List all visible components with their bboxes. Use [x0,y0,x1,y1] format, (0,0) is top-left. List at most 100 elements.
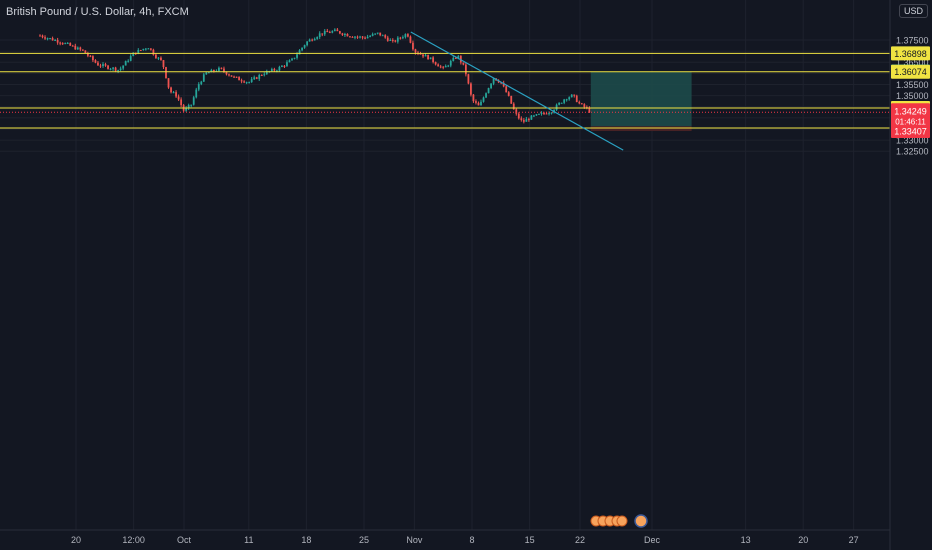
candle-body [147,48,150,50]
price-tags: 1.368981.360821.360741.344421.336181.335… [891,46,930,139]
y-tick-label: 1.36500 [896,58,929,68]
candle-body [351,36,354,38]
trendline-line[interactable] [410,31,624,151]
candle-body [197,84,200,90]
candle-body [505,86,508,93]
candle-body [288,60,291,63]
x-axis-ticks: 20 12:00 Oct 11 18 25 Nov 8 15 22 Dec 13 20 27 [71,535,859,545]
candle-body [533,115,535,117]
candle-body [94,60,97,63]
grid [0,0,890,530]
event-markers[interactable] [590,514,648,528]
candle-body [447,65,450,67]
candle-body [172,92,175,94]
candle-body [462,62,465,65]
candle-body [155,54,157,58]
candle-body [152,49,155,55]
candle-body [361,36,364,38]
candle-body [470,83,472,95]
candle-body [543,112,545,114]
candle-body [273,69,276,71]
candle-body [369,35,372,37]
candle-body [84,50,87,54]
horizontal-levels[interactable] [0,52,890,129]
candle-body [132,52,135,57]
candle-body [359,36,361,38]
candle-body [270,69,273,72]
candle-body [538,113,540,115]
candle-body [467,74,470,84]
trendline[interactable] [410,31,624,151]
x-tick-label: 22 [575,535,585,545]
candle-body [354,36,356,38]
candle-body [379,32,382,36]
candle-body [482,97,485,102]
x-tick-label: Nov [406,535,423,545]
position-tool[interactable] [590,71,692,132]
candle-body [452,57,455,61]
candle-body [212,69,215,72]
candle-body [112,67,114,69]
candle-body [117,69,120,71]
event-flag-icon[interactable] [616,515,628,527]
candle-body [71,45,74,47]
x-tick-label: 25 [359,535,369,545]
candle-body [102,64,104,67]
candle-body [54,40,57,42]
candle-body [570,94,573,98]
candle-body [255,77,258,79]
candle-body [293,57,296,59]
candle-body [225,71,228,75]
candle-body [238,77,240,81]
candle-body [573,94,576,96]
stop-zone[interactable] [590,126,692,132]
candle-body [165,67,167,79]
candle-body [258,75,261,79]
candle-body [46,38,49,40]
candle-body [492,78,495,84]
candle-body [490,83,492,89]
candle-body [114,67,117,71]
candle-body [79,47,82,50]
y-tick-label: 1.37500 [896,36,929,46]
y-tick-label: 1.33000 [896,136,929,146]
candle-body [321,33,324,35]
candle-body [520,118,523,121]
candle-body [298,50,301,55]
price-tag-bg [891,46,930,61]
candle-body [331,31,334,33]
candle-body [248,82,251,84]
candle-body [407,34,409,37]
candle-body [64,43,67,45]
candle-body [129,56,132,61]
candle-body [419,53,422,55]
candle-body [308,39,311,42]
candle-body [434,62,437,65]
candle-body [187,105,190,109]
currency-badge[interactable]: USD [898,4,928,18]
last-price-tag-bg [891,103,930,128]
candle-body [66,43,69,45]
target-zone[interactable] [590,71,692,127]
symbol-title: British Pound / U.S. Dollar, 4h, FXCM [6,6,189,18]
candle-body [338,31,341,34]
candle-body [86,53,89,56]
candle-body [59,42,62,44]
candle-body [333,29,336,32]
candle-body [550,112,553,114]
candle-body [149,48,152,50]
candle-body [384,35,387,38]
candle-body [575,95,578,103]
candle-body [588,107,591,113]
price-tag-bg [891,64,930,79]
candle-body [144,48,147,50]
candle-body [396,37,399,42]
candle-body [243,81,246,83]
candle-body [228,74,230,76]
event-flag-icon[interactable] [634,514,648,528]
candle-body [81,49,84,51]
y-tick-label: 1.35000 [896,91,929,101]
candle-body [580,103,583,105]
